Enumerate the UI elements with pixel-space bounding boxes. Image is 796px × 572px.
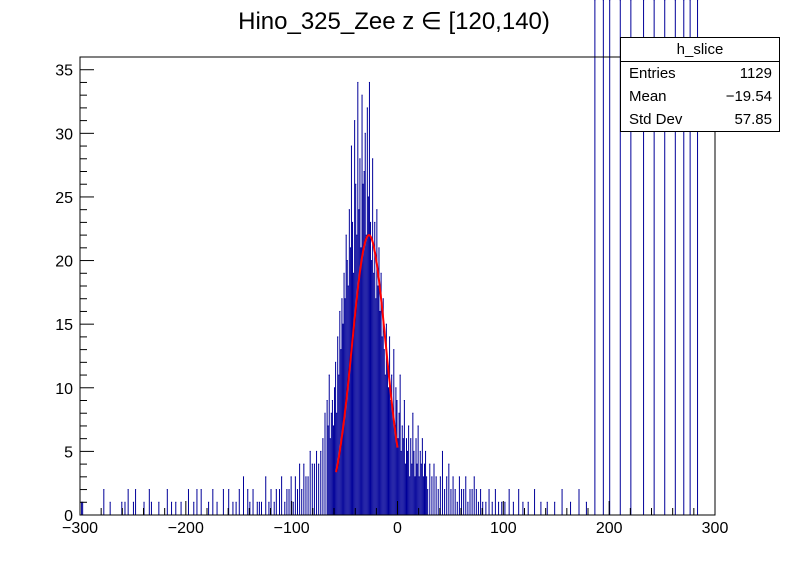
stats-label: Entries	[629, 65, 676, 82]
stats-value: 57.85	[734, 111, 772, 128]
y-tick-label: 5	[64, 444, 73, 461]
x-tick-label: 0	[393, 520, 402, 537]
x-axis: −300 −200 −100 0 100 200 300	[62, 501, 728, 537]
stats-value: −19.54	[725, 88, 772, 105]
x-tick-label: −200	[168, 520, 204, 537]
x-tick-label: −100	[274, 520, 310, 537]
y-tick-label: 20	[55, 254, 73, 271]
stats-label: Mean	[629, 88, 667, 105]
y-tick-label: 25	[55, 190, 73, 207]
y-tick-label: 30	[55, 126, 73, 143]
stats-value: 1129	[739, 65, 772, 82]
x-tick-label: −300	[62, 520, 98, 537]
x-tick-label: 100	[490, 520, 517, 537]
y-tick-label: 35	[55, 63, 73, 80]
stats-label: Std Dev	[629, 111, 683, 128]
stats-box: h_slice Entries 1129 Mean −19.54 Std Dev…	[620, 37, 780, 132]
y-tick-label: 15	[55, 317, 73, 334]
x-tick-label: 300	[702, 520, 729, 537]
y-tick-label: 10	[55, 381, 73, 398]
stats-row-mean: Mean −19.54	[621, 85, 779, 108]
stats-title: h_slice	[621, 38, 779, 62]
fit-curve	[335, 234, 399, 473]
gaussian-fit	[335, 234, 399, 473]
stats-row-stddev: Std Dev 57.85	[621, 108, 779, 131]
y-axis: 0 5 10 15 20 25 30 35	[55, 56, 94, 525]
chart-title: Hino_325_Zee z ∈ [120,140)	[238, 8, 550, 35]
x-tick-label: 200	[596, 520, 623, 537]
histogram-bars	[81, 0, 699, 515]
stats-row-entries: Entries 1129	[621, 62, 779, 85]
y-tick-label: 0	[64, 508, 73, 525]
